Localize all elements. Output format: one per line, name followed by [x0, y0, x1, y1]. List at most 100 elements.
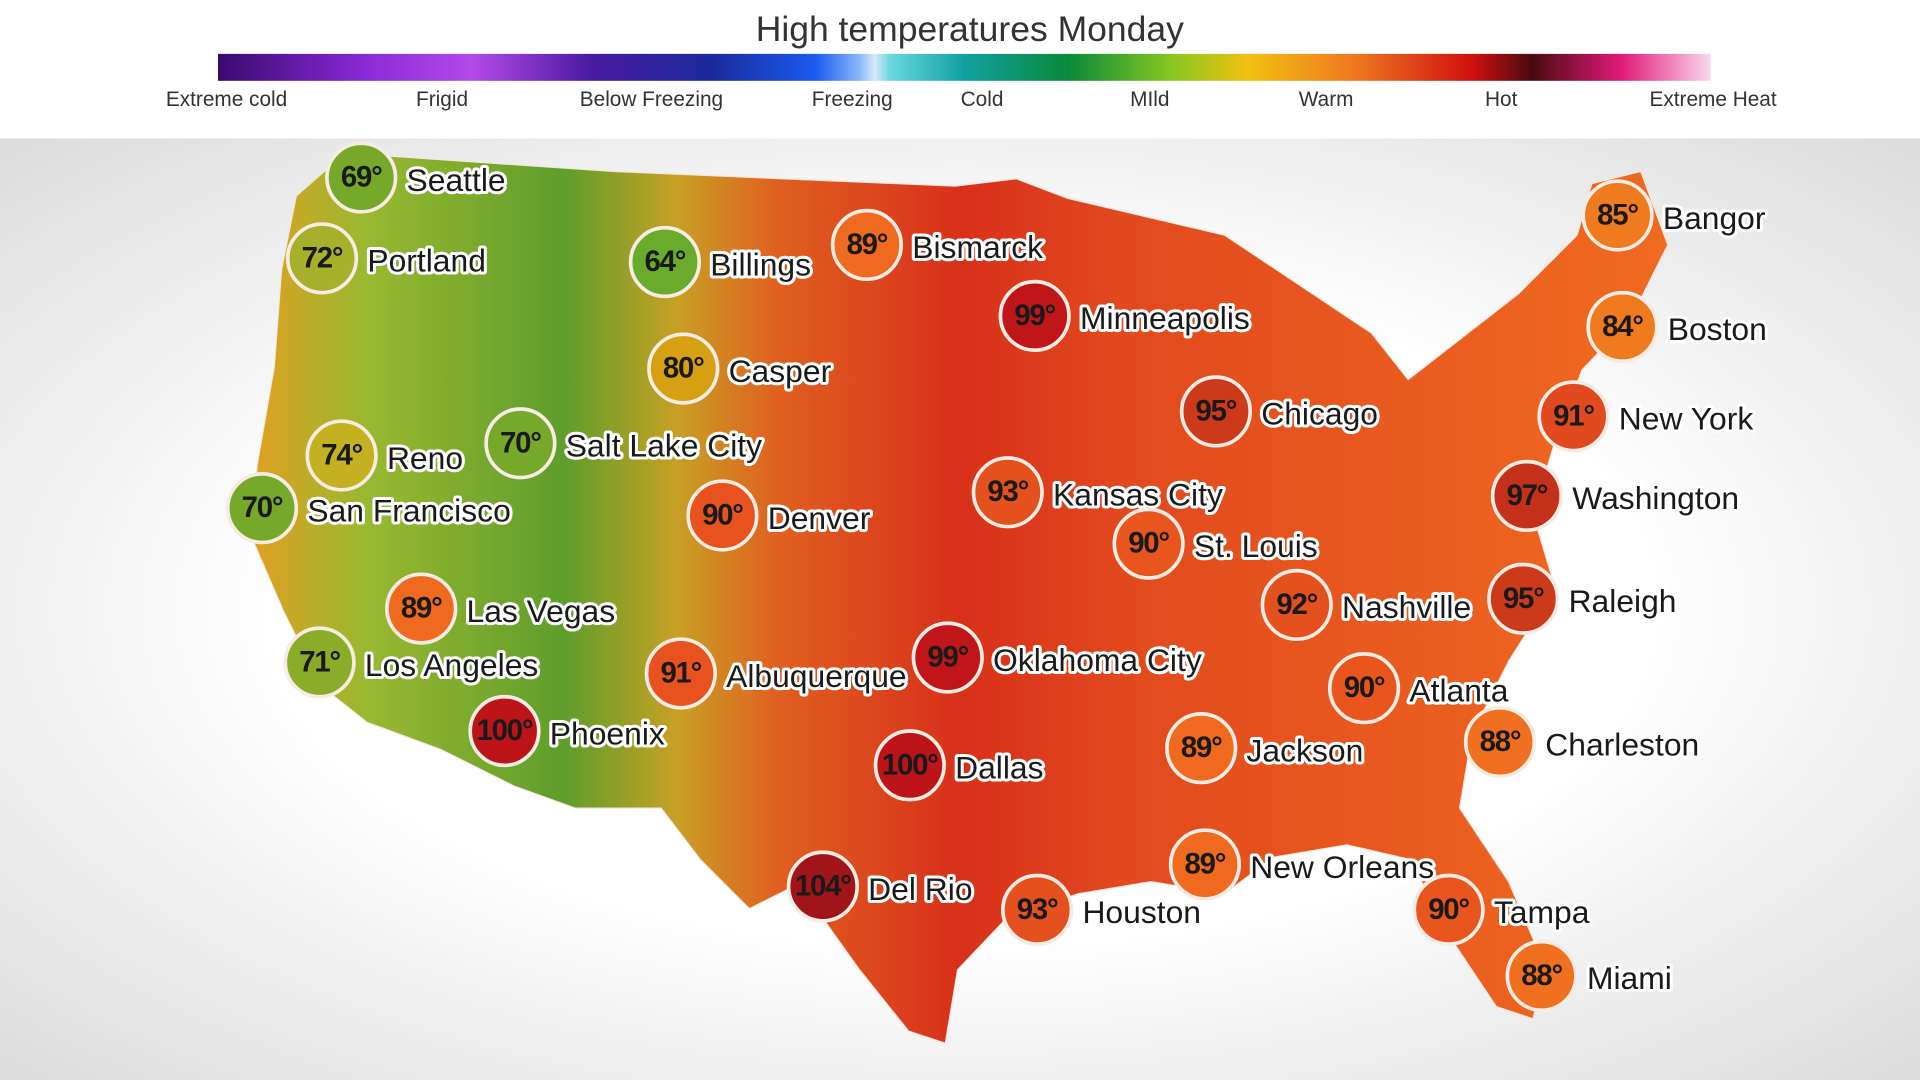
city-marker	[285, 222, 359, 295]
city-marker	[1327, 652, 1401, 725]
city-temp: 71°	[299, 645, 340, 678]
city-marker	[786, 850, 859, 923]
city-temp: 91°	[1553, 399, 1594, 432]
city-name: Portland	[367, 243, 486, 279]
city-name: Raleigh	[1569, 583, 1677, 619]
city-temp: 89°	[847, 228, 888, 261]
city-temp: 97°	[1507, 479, 1548, 512]
city-marker	[1487, 562, 1560, 635]
city-name: Nashville	[1342, 589, 1471, 625]
city-temp: 72°	[302, 241, 343, 274]
city-name: Las Vegas	[467, 593, 616, 629]
city-name: Chicago	[1261, 396, 1378, 432]
legend-label: Extreme Heat	[1649, 88, 1776, 111]
city-temp: 70°	[500, 426, 541, 459]
legend-label: Warm	[1299, 88, 1354, 111]
city-marker	[385, 572, 458, 645]
city-marker	[1412, 873, 1485, 946]
city-name: St. Louis	[1194, 528, 1318, 564]
city-name: Houston	[1082, 894, 1201, 930]
city-temp: 99°	[1014, 299, 1055, 332]
legend-label: Cold	[961, 88, 1004, 111]
city-temp: 99°	[927, 641, 968, 674]
city-name: Boston	[1668, 311, 1767, 347]
city-temp: 88°	[1521, 959, 1562, 992]
city-name: Del Rio	[868, 871, 972, 907]
city-name: Atlanta	[1409, 672, 1508, 708]
city-marker	[1001, 873, 1074, 946]
city-marker	[1586, 290, 1659, 364]
city-marker	[830, 208, 904, 282]
city-name: Phoenix	[550, 715, 665, 751]
city-name: Casper	[729, 353, 832, 389]
city-name: San Francisco	[307, 492, 510, 528]
city-marker	[911, 621, 984, 694]
city-name: Charleston	[1545, 726, 1699, 762]
legend-label: Extreme cold	[166, 88, 287, 111]
city-marker	[1537, 380, 1610, 453]
city-name: Los Angeles	[365, 647, 538, 683]
city-name: New Orleans	[1250, 849, 1434, 885]
city-temp: 70°	[242, 491, 283, 524]
city-marker	[325, 141, 398, 214]
city-temp: 84°	[1602, 310, 1643, 343]
legend-label: Frigid	[416, 88, 468, 111]
city-temp: 85°	[1597, 199, 1638, 232]
city-name: Tampa	[1494, 894, 1590, 930]
city-name: Jackson	[1247, 732, 1364, 768]
city-marker	[873, 729, 946, 802]
city-marker	[283, 626, 356, 699]
city-marker	[1179, 375, 1253, 448]
city-temp: 93°	[987, 475, 1028, 508]
city-name: Minneapolis	[1080, 300, 1250, 336]
city-temp: 95°	[1196, 394, 1237, 427]
city-marker	[647, 332, 720, 405]
city-marker	[305, 419, 378, 492]
city-marker	[1505, 939, 1578, 1013]
city-marker	[1168, 828, 1242, 901]
title: High temperatures Monday	[756, 9, 1184, 49]
city-temp: 90°	[702, 499, 743, 532]
city-temp: 89°	[1181, 731, 1222, 764]
city-marker	[1165, 712, 1238, 785]
city-marker	[686, 479, 759, 552]
city-temp: 100°	[477, 714, 533, 747]
city-temp: 64°	[645, 245, 686, 278]
legend-scale	[217, 53, 1711, 81]
legend-label: Freezing	[812, 88, 893, 111]
city-marker	[628, 225, 702, 299]
city-temp: 90°	[1344, 671, 1385, 704]
city-temp: 93°	[1017, 893, 1058, 926]
city-temp: 92°	[1276, 588, 1317, 621]
city-name: Seattle	[407, 162, 506, 198]
city-name: Denver	[768, 500, 871, 536]
city-temp: 95°	[1503, 582, 1544, 615]
city-temp: 90°	[1428, 893, 1469, 926]
city-marker	[644, 637, 717, 710]
city-temp: 89°	[401, 592, 442, 625]
city-temp: 74°	[321, 439, 362, 472]
city-name: Albuquerque	[726, 658, 907, 694]
city-name: Washington	[1572, 480, 1739, 516]
city-name: Kansas City	[1053, 477, 1223, 513]
city-marker	[1260, 568, 1333, 642]
city-marker	[1581, 179, 1654, 252]
city-name: Bangor	[1663, 200, 1766, 236]
legend-label: Below Freezing	[580, 88, 723, 111]
city-temp: 69°	[341, 161, 382, 194]
city-name: Dallas	[955, 750, 1043, 786]
city-marker	[1112, 507, 1185, 580]
city-name: Bismarck	[912, 229, 1043, 265]
city-temp: 88°	[1480, 725, 1521, 758]
city-temp: 90°	[1128, 527, 1169, 560]
city-temp: 89°	[1185, 847, 1226, 880]
city-name: Salt Lake City	[566, 428, 762, 464]
city-temp: 100°	[882, 748, 938, 781]
city-marker	[998, 279, 1071, 353]
city-name: New York	[1619, 401, 1754, 437]
city-name: Reno	[387, 440, 463, 476]
legend-label: MIld	[1130, 88, 1169, 111]
city-name: Billings	[710, 246, 811, 282]
legend-label: Hot	[1485, 88, 1518, 111]
